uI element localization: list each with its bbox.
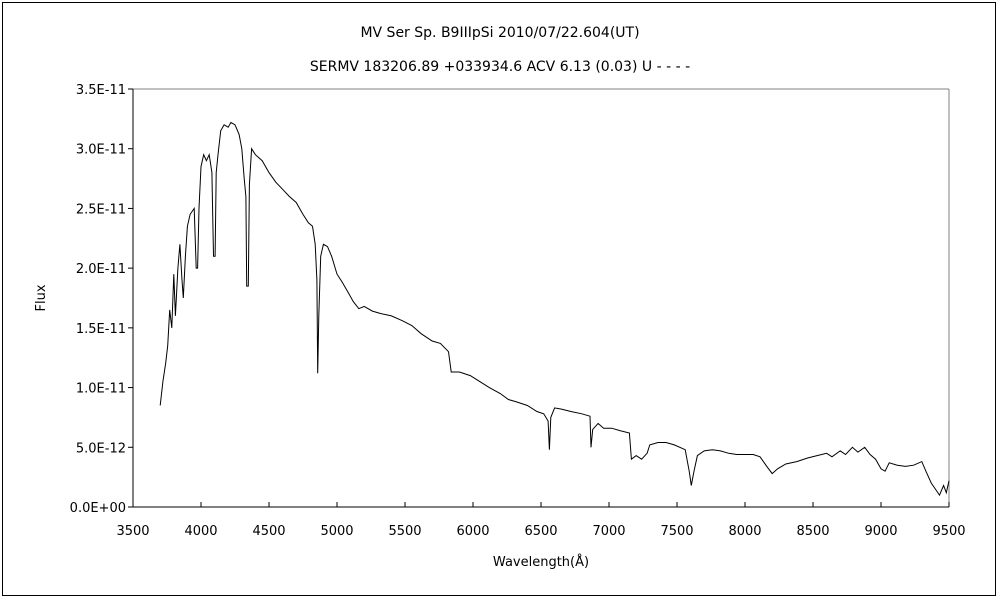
x-tick-label: 7500 [660, 524, 693, 539]
x-tick-label: 5500 [388, 524, 421, 539]
x-tick-label: 5000 [320, 524, 353, 539]
y-tick-label: 2.5E-11 [76, 202, 126, 217]
x-tick-label: 3500 [116, 524, 149, 539]
y-tick-label: 5.0E-12 [76, 441, 126, 456]
x-tick-label: 6000 [456, 524, 489, 539]
chart-title: MV Ser Sp. B9IIIpSi 2010/07/22.604(UT) [360, 25, 640, 41]
x-tick-label: 8000 [728, 524, 761, 539]
y-tick-label: 0.0E+00 [70, 501, 126, 516]
y-axis-label: Flux [34, 284, 49, 311]
x-tick-label: 7000 [592, 524, 625, 539]
x-tick-label: 6500 [524, 524, 557, 539]
y-tick-label: 2.0E-11 [76, 262, 126, 277]
x-tick-label: 9000 [864, 524, 897, 539]
chart-subtitle: SERMV 183206.89 +033934.6 ACV 6.13 (0.03… [309, 59, 691, 75]
spectrum-line [159, 121, 950, 497]
y-tick-label: 3.0E-11 [76, 143, 126, 158]
x-tick-label: 4000 [184, 524, 217, 539]
x-tick-label: 9500 [932, 524, 965, 539]
y-tick-label: 3.5E-11 [76, 83, 126, 98]
x-axis-label: Wavelength(Å) [493, 554, 589, 570]
y-tick-label: 1.0E-11 [76, 382, 126, 397]
x-tick-label: 4500 [252, 524, 285, 539]
y-tick-label: 1.5E-11 [76, 322, 126, 337]
x-tick-label: 8500 [796, 524, 829, 539]
